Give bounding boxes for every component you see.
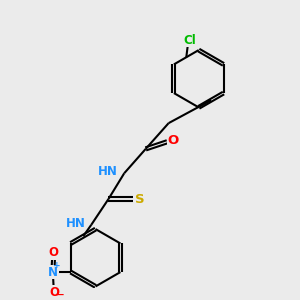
Text: O: O xyxy=(168,134,179,147)
Text: N: N xyxy=(48,266,58,279)
Text: HN: HN xyxy=(66,217,86,230)
Text: HN: HN xyxy=(98,165,118,178)
Text: Cl: Cl xyxy=(184,34,196,46)
Text: +: + xyxy=(53,261,61,270)
Text: O: O xyxy=(49,246,58,260)
Text: −: − xyxy=(56,290,64,300)
Text: O: O xyxy=(49,286,59,298)
Text: S: S xyxy=(135,193,145,206)
